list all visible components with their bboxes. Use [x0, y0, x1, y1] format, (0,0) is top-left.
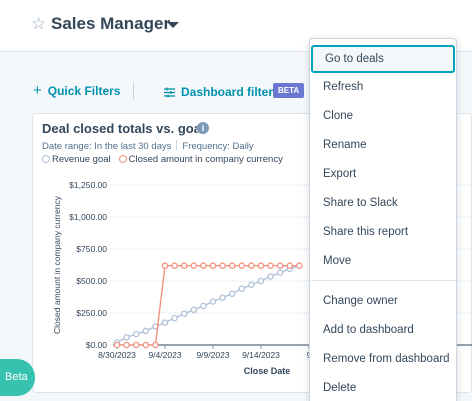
legend-item-revenue-goal[interactable]: Revenue goal [42, 154, 111, 165]
menu-item-clone[interactable]: Clone [323, 110, 354, 122]
menu-divider [310, 280, 456, 281]
data-point [152, 341, 159, 349]
menu-item-rename[interactable]: Rename [323, 139, 367, 151]
data-point [180, 262, 188, 269]
beta-badge: BETA [273, 83, 305, 98]
y-tick-label: $0.00 [86, 340, 108, 350]
y-tick-label: $1,000.00 [69, 212, 107, 222]
y-axis-title: Closed amount in company currency [52, 195, 62, 334]
menu-item-share-this-report[interactable]: Share this report [323, 226, 409, 238]
data-point [276, 269, 284, 276]
chart-legend: Revenue goal Closed amount in company cur… [42, 154, 291, 165]
data-point [267, 273, 274, 280]
data-point [209, 262, 217, 269]
y-tick-label: $500.00 [76, 276, 107, 286]
data-point [200, 302, 207, 310]
chevron-down-icon[interactable] [167, 22, 179, 28]
y-tick-label: $250.00 [76, 308, 107, 318]
filter-bar: + Quick Filters Dashboard filters [0, 76, 472, 104]
x-tick-label: 9/9/2023 [196, 350, 229, 360]
report-meta: Date range: In the last 30 days Frequency… [42, 140, 254, 152]
legend-label: Closed amount in company currency [128, 154, 283, 165]
data-point [238, 285, 246, 292]
dashboard-filters-label: Dashboard filters [181, 85, 280, 99]
report-actions-menu: Go to deals Refresh Clone Rename Export … [309, 38, 457, 401]
menu-item-refresh[interactable]: Refresh [323, 81, 364, 93]
data-point [286, 262, 294, 269]
data-point [228, 290, 236, 298]
info-icon[interactable]: i [197, 122, 209, 134]
menu-item-add-to-dashboard[interactable]: Add to dashboard [323, 324, 414, 336]
data-point [276, 262, 284, 269]
menu-item-move[interactable]: Move [323, 255, 352, 267]
menu-item-remove-from-dashboard[interactable]: Remove from dashboard [323, 353, 450, 365]
divider [133, 82, 134, 100]
data-point [248, 262, 255, 269]
data-point [257, 277, 265, 285]
data-point [209, 298, 217, 305]
x-axis-title: Close Date [244, 366, 291, 376]
date-range: Date range: In the last 30 days [42, 141, 172, 152]
data-point [113, 341, 121, 349]
y-tick-label: $750.00 [76, 244, 107, 254]
data-point [123, 334, 130, 341]
menu-item-share-to-slack[interactable]: Share to Slack [323, 197, 398, 209]
menu-item-change-owner[interactable]: Change owner [323, 295, 398, 307]
legend-item-closed-amount[interactable]: Closed amount in company currency [118, 154, 283, 165]
data-point [257, 262, 265, 269]
quick-filters-button[interactable]: + Quick Filters [33, 82, 120, 99]
y-tick-label: $1,250.00 [69, 180, 107, 190]
dashboard-header: ☆ Sales Manager [0, 0, 472, 52]
favorite-star-icon[interactable]: ☆ [31, 14, 47, 33]
menu-item-go-to-deals[interactable]: Go to deals [311, 45, 455, 73]
x-tick-label: 9/14/2023 [242, 350, 280, 360]
data-point [132, 341, 140, 349]
legend-dot-icon [42, 155, 50, 163]
data-point [296, 262, 303, 269]
data-point [123, 341, 130, 349]
legend-dot-icon [118, 155, 127, 163]
sliders-icon [164, 87, 175, 101]
data-point [171, 314, 178, 322]
legend-label: Revenue goal [52, 154, 111, 165]
data-point [161, 319, 169, 326]
data-point [248, 281, 255, 289]
quick-filters-label: Quick Filters [47, 84, 121, 98]
report-title[interactable]: Deal closed totals vs. goal [42, 121, 205, 136]
data-point [190, 306, 198, 314]
data-point [132, 330, 140, 338]
data-point [219, 262, 226, 269]
data-point [200, 262, 207, 269]
beta-feedback-button[interactable]: Beta [0, 359, 35, 396]
data-point [142, 341, 150, 349]
x-tick-label: 9/4/2023 [148, 350, 181, 360]
dashboard-filters-button[interactable]: Dashboard filters [164, 85, 280, 101]
menu-item-delete[interactable]: Delete [323, 382, 357, 394]
data-point [161, 262, 169, 269]
data-point [238, 262, 246, 269]
data-point [267, 262, 274, 269]
menu-item-export[interactable]: Export [323, 168, 357, 180]
frequency: Frequency: Daily [182, 141, 254, 152]
data-point [180, 310, 188, 317]
divider [176, 140, 178, 150]
data-point [142, 327, 150, 335]
data-point [171, 262, 178, 269]
x-tick-label: 8/30/2023 [98, 350, 136, 360]
plus-icon: + [33, 82, 42, 99]
dashboard-title[interactable]: Sales Manager [51, 14, 171, 33]
data-point [219, 294, 226, 301]
data-point [228, 262, 236, 269]
data-point [190, 262, 198, 269]
